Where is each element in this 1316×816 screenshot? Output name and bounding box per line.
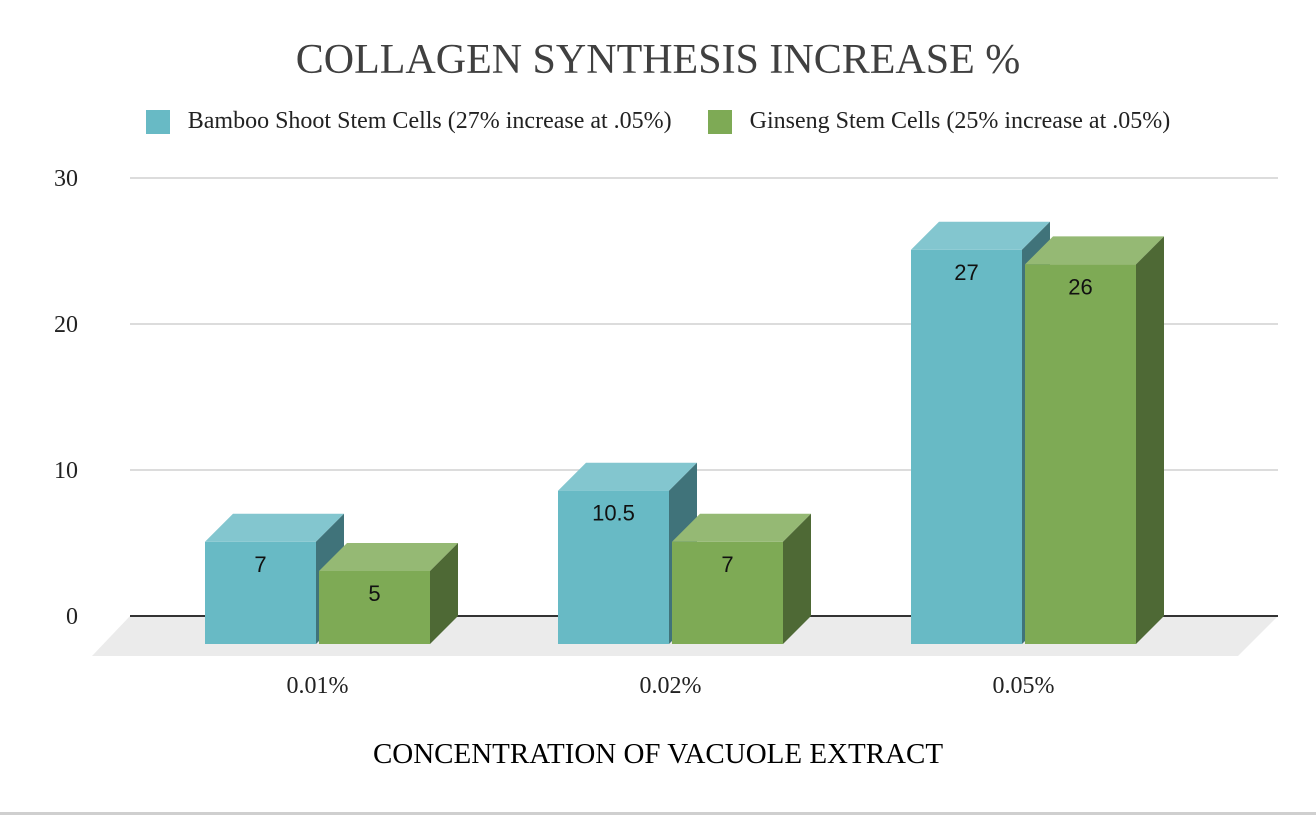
x-tick-label: 0.05% — [993, 673, 1055, 699]
data-label: 5 — [368, 581, 380, 606]
data-label: 7 — [254, 552, 266, 577]
data-label: 27 — [954, 260, 978, 285]
bar-ginseng-0 — [319, 571, 430, 644]
legend-swatch-ginseng — [707, 109, 732, 134]
chart-floor — [92, 616, 1278, 656]
x-tick-label: 0.01% — [287, 673, 349, 699]
bar-ginseng-2-top — [1025, 236, 1164, 265]
bar-ginseng-0-side — [430, 543, 458, 644]
bar-ginseng-1-side — [783, 513, 811, 644]
legend-item-ginseng[interactable]: Ginseng Stem Cells (25% increase at .05%… — [707, 108, 1171, 135]
chart-title: COLLAGEN SYNTHESIS INCREASE % — [295, 37, 1021, 83]
bar-bamboo-1-top — [558, 462, 697, 491]
y-tick-label: 0 — [66, 604, 78, 630]
legend-label-ginseng: Ginseng Stem Cells (25% increase at .05%… — [749, 108, 1171, 134]
bar-ginseng-2-side — [1136, 236, 1164, 644]
bar-bamboo-0-top — [205, 513, 344, 542]
bar-bamboo-0-side — [316, 513, 344, 644]
data-label: 7 — [721, 552, 733, 577]
legend-label-bamboo: Bamboo Shoot Stem Cells (27% increase at… — [187, 108, 672, 134]
y-tick-label: 20 — [54, 312, 78, 338]
bar-bamboo-2-top — [911, 221, 1050, 250]
data-label: 10.5 — [592, 501, 635, 526]
legend-swatch-bamboo — [145, 109, 170, 134]
data-label: 26 — [1068, 274, 1092, 299]
bar-ginseng-1-top — [672, 513, 811, 542]
x-tick-label: 0.02% — [640, 673, 702, 699]
x-axis-title: CONCENTRATION OF VACUOLE EXTRACT — [372, 738, 944, 770]
y-tick-label: 30 — [54, 166, 78, 192]
bottom-border — [0, 812, 1316, 815]
bar-ginseng-2 — [1025, 264, 1136, 644]
bar-bamboo-1 — [558, 490, 669, 644]
legend-item-bamboo[interactable]: Bamboo Shoot Stem Cells (27% increase at… — [145, 108, 672, 135]
bar-bamboo-1-side — [669, 462, 697, 644]
legend: Bamboo Shoot Stem Cells (27% increase at… — [0, 108, 1316, 135]
bar-ginseng-0-top — [319, 543, 458, 571]
bar-bamboo-0 — [205, 541, 316, 644]
bar-ginseng-1 — [672, 541, 783, 644]
bar-bamboo-2 — [911, 249, 1022, 645]
bar-bamboo-2-side — [1022, 221, 1050, 645]
y-tick-label: 10 — [54, 458, 78, 484]
